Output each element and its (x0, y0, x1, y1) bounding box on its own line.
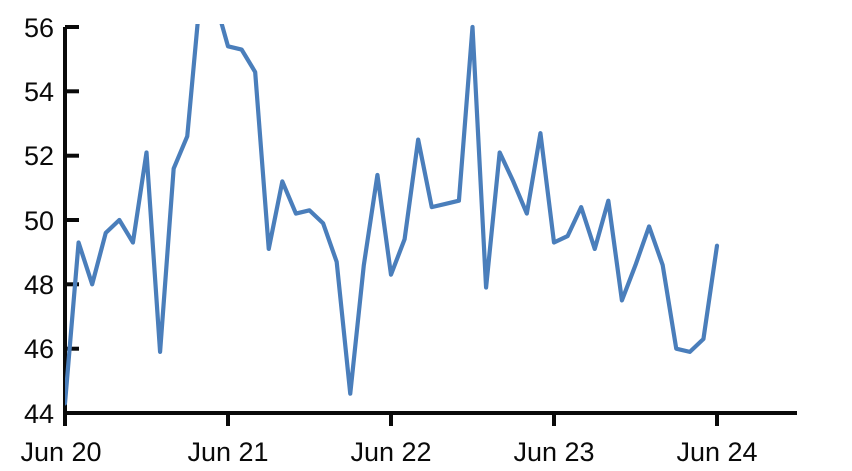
plot-area (65, 24, 720, 406)
y-tick-labels: 56 54 52 50 48 46 44 (24, 13, 54, 429)
x-tick-label-jun-21: Jun 21 (187, 437, 268, 467)
y-tick-label-48: 48 (24, 270, 54, 300)
y-tick-label-46: 46 (24, 334, 54, 364)
data-series-index-line (65, 24, 720, 406)
y-tick-label-56: 56 (24, 13, 54, 43)
x-tick-marks (63, 413, 719, 426)
y-tick-label-44: 44 (24, 399, 54, 429)
x-axis: Jun 20 Jun 21 Jun 22 Jun 23 Jun 24 (20, 411, 797, 467)
x-tick-label-jun-22: Jun 22 (350, 437, 431, 467)
y-axis: 56 54 52 50 48 46 44 (24, 13, 79, 429)
y-tick-label-52: 52 (24, 141, 54, 171)
x-tick-label-jun-20: Jun 20 (20, 437, 101, 467)
x-tick-label-jun-24: Jun 24 (676, 437, 757, 467)
y-tick-marks (65, 25, 79, 415)
y-tick-label-54: 54 (24, 77, 54, 107)
x-tick-labels: Jun 20 Jun 21 Jun 22 Jun 23 Jun 24 (20, 437, 757, 467)
x-tick-label-jun-23: Jun 23 (513, 437, 594, 467)
y-tick-label-50: 50 (24, 206, 54, 236)
